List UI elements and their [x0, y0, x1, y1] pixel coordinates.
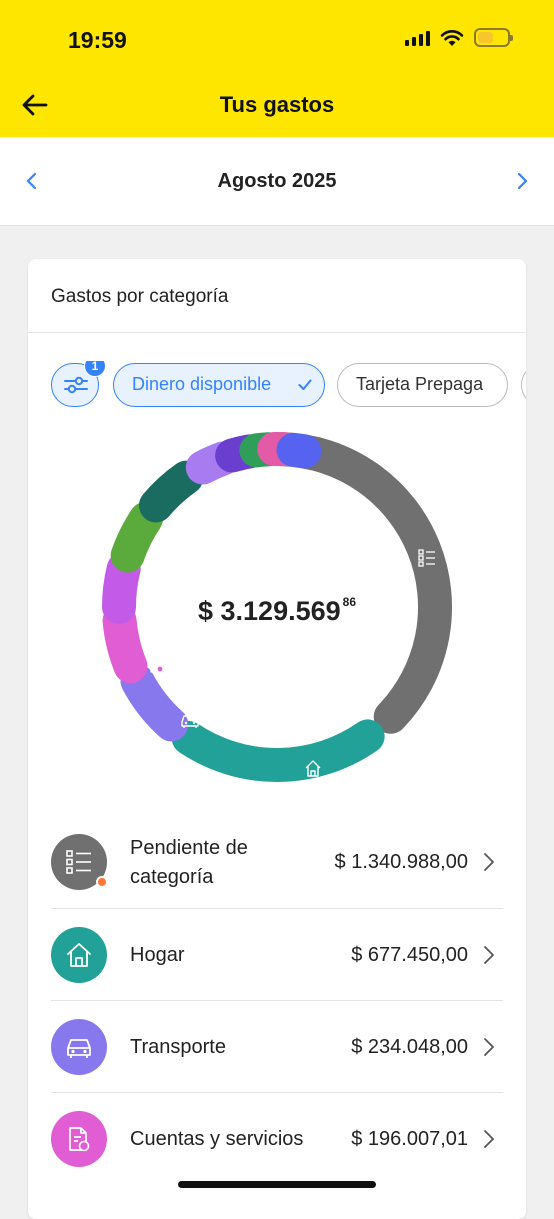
- category-name: Hogar: [130, 941, 184, 970]
- card-divider: [28, 332, 526, 333]
- category-amount: $ 1.340.988,00: [335, 848, 468, 877]
- category-amount: $ 234.048,00: [351, 1033, 468, 1062]
- chevron-right-icon[interactable]: [510, 169, 534, 193]
- chip-label: Dinero disponible: [132, 374, 271, 394]
- filter-chips: 1 Dinero disponible Tarjeta Prepaga: [51, 361, 526, 409]
- check-icon: [298, 379, 312, 391]
- chip-dinero-disponible[interactable]: Dinero disponible: [113, 363, 325, 407]
- chevron-right-icon: [483, 1037, 495, 1057]
- category-list: Pendiente de categoría $ 1.340.988,00 Ho…: [51, 816, 503, 1184]
- filter-count-badge: 1: [84, 361, 106, 377]
- donut-segment-cat-5[interactable]: [119, 569, 124, 607]
- category-avatar: [51, 1019, 107, 1075]
- chevron-right-icon: [483, 852, 495, 872]
- donut-segment-hogar[interactable]: [189, 736, 368, 765]
- expenses-by-category-card: Gastos por categoría 1 Dinero disponible…: [28, 259, 526, 1219]
- category-name: Pendiente de categoría: [130, 834, 290, 892]
- filter-button[interactable]: 1: [51, 363, 99, 407]
- list-item-cuentas-servicios[interactable]: Cuentas y servicios $ 196.007,01: [51, 1092, 503, 1184]
- donut-segment-cuentas-servicios[interactable]: [120, 621, 131, 666]
- chevron-right-icon: [483, 1129, 495, 1149]
- bill-icon: [66, 1126, 92, 1152]
- chip-label: Tarjeta Prepaga: [356, 374, 483, 394]
- signal-icon: [405, 30, 430, 46]
- chip-tarjeta-prepaga[interactable]: Tarjeta Prepaga: [337, 363, 508, 407]
- filter-sliders-icon: [63, 374, 89, 396]
- donut-segment-cat-12[interactable]: [294, 450, 305, 452]
- category-amount: $ 196.007,01: [351, 1125, 468, 1154]
- donut-segment-pendiente[interactable]: [283, 449, 435, 717]
- status-icons: [405, 28, 510, 47]
- category-avatar: [51, 1111, 107, 1167]
- notification-dot: [96, 876, 108, 888]
- category-name: Transporte: [130, 1033, 226, 1062]
- list-item-hogar[interactable]: Hogar $ 677.450,00: [51, 908, 503, 1000]
- category-amount: $ 677.450,00: [351, 941, 468, 970]
- donut-segment-transporte[interactable]: [137, 681, 171, 724]
- month-label: Agosto 2025: [0, 170, 554, 193]
- donut-segment-cat-7[interactable]: [156, 478, 186, 506]
- home-icon: [66, 942, 92, 968]
- battery-icon: [474, 28, 510, 47]
- category-avatar: [51, 834, 107, 890]
- list-item-pendiente[interactable]: Pendiente de categoría $ 1.340.988,00: [51, 816, 503, 908]
- card-title: Gastos por categoría: [51, 286, 228, 308]
- chip-more[interactable]: [521, 363, 526, 407]
- status-time: 19:59: [68, 27, 127, 54]
- category-donut-chart: [95, 425, 459, 789]
- page-title: Tus gastos: [0, 92, 554, 118]
- home-indicator: [178, 1181, 376, 1188]
- donut-segment-cat-6[interactable]: [128, 519, 146, 556]
- category-name: Cuentas y servicios: [130, 1125, 303, 1154]
- list-item-transporte[interactable]: Transporte $ 234.048,00: [51, 1000, 503, 1092]
- donut-icon-bill: [151, 656, 163, 672]
- list-icon: [66, 849, 92, 875]
- car-icon: [66, 1034, 92, 1060]
- wifi-icon: [440, 29, 464, 47]
- chevron-right-icon: [483, 945, 495, 965]
- app-header: 19:59 Tus gastos: [0, 0, 554, 137]
- month-navigator: Agosto 2025: [0, 137, 554, 226]
- category-avatar: [51, 927, 107, 983]
